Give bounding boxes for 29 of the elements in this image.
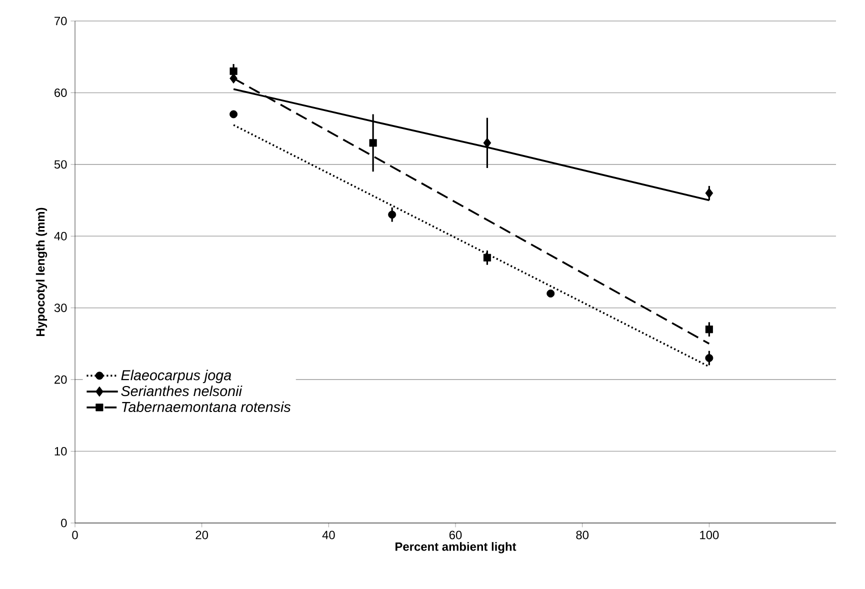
point	[230, 73, 238, 84]
x-tick-label: 20	[196, 530, 208, 540]
legend-label: Tabernaemontana rotensis	[122, 402, 291, 412]
y-tick-label: 30	[54, 304, 67, 312]
y-tick-label: 10	[54, 447, 67, 456]
x-tick-label: 0	[72, 530, 78, 540]
x-tick-label: 60	[449, 530, 462, 540]
point	[388, 210, 396, 219]
y-tick-label: 0	[61, 518, 67, 528]
x-axis-title: Percent ambient light	[396, 542, 516, 554]
y-tick-label: 70	[54, 16, 67, 26]
point	[483, 254, 491, 262]
x-tick-label: 80	[576, 530, 589, 540]
y-tick-label: 40	[54, 232, 67, 240]
point	[230, 67, 238, 75]
y-tick-label: 20	[54, 375, 67, 384]
x-tick-label: 40	[322, 530, 335, 540]
y-axis-title: Hypocotyl length (mm)	[36, 208, 48, 336]
point	[483, 138, 492, 148]
x-tick-label: 100	[700, 530, 719, 540]
point	[546, 290, 555, 298]
legend-label: Elaeocarpus joga	[121, 370, 232, 384]
point	[705, 354, 714, 362]
legend-label: Serianthes nelsonii	[121, 386, 242, 396]
point	[705, 326, 713, 334]
point	[230, 110, 238, 118]
point	[369, 139, 377, 147]
y-tick-label: 60	[54, 88, 67, 97]
y-tick-label: 50	[54, 160, 67, 169]
